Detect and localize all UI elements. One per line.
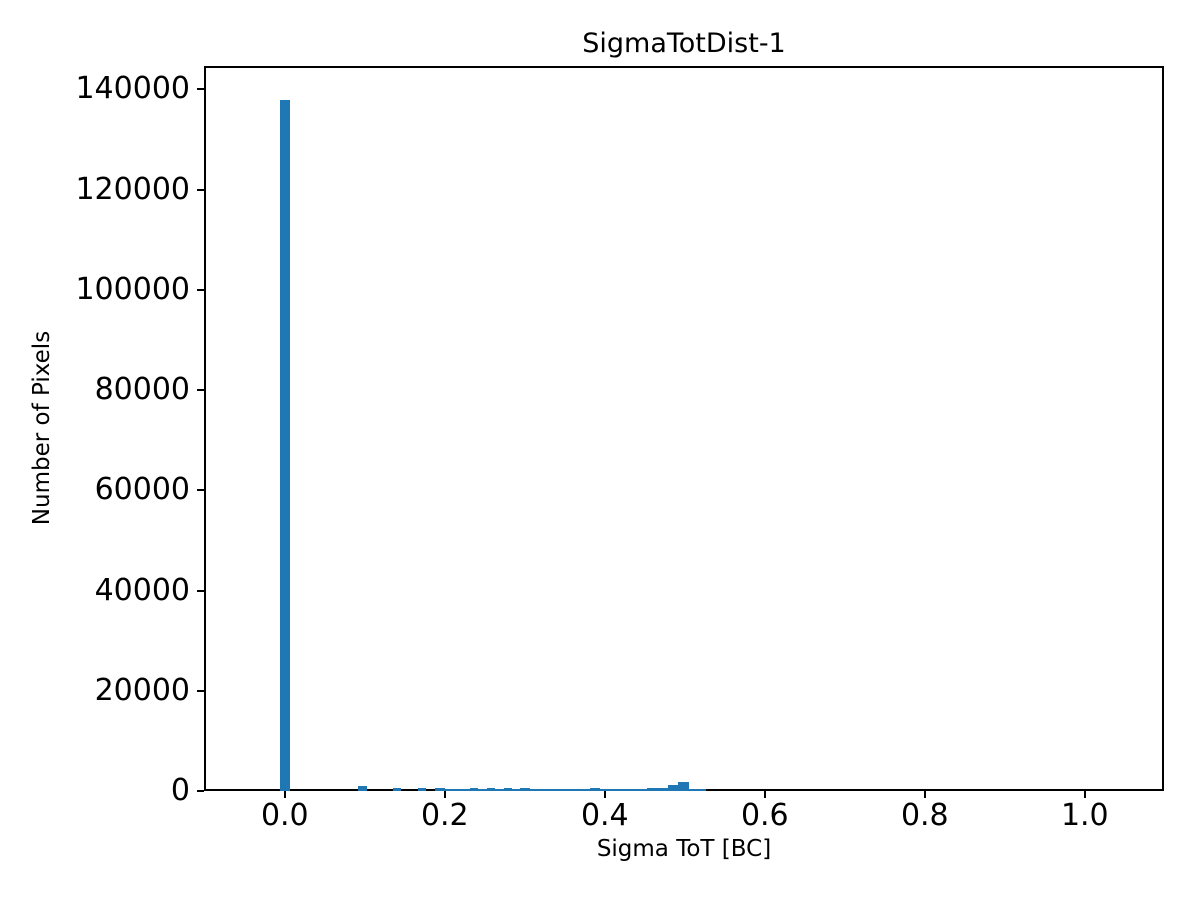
histogram-bar bbox=[530, 789, 591, 791]
y-tick-mark bbox=[197, 589, 204, 592]
y-tick-label: 140000 bbox=[75, 71, 190, 107]
x-tick-label: 0.0 bbox=[260, 798, 309, 833]
x-tick-mark bbox=[443, 791, 446, 798]
y-tick-mark bbox=[197, 288, 204, 291]
x-tick-mark bbox=[603, 791, 606, 798]
histogram-bar bbox=[444, 789, 471, 791]
histogram-bar bbox=[279, 100, 290, 791]
x-tick-mark bbox=[1083, 791, 1086, 798]
x-tick-label: 0.8 bbox=[900, 798, 949, 833]
histogram-bar bbox=[678, 781, 689, 791]
histogram-bar bbox=[618, 789, 648, 791]
y-tick-label: 100000 bbox=[75, 271, 190, 307]
x-tick-label: 1.0 bbox=[1060, 798, 1109, 833]
y-tick-mark bbox=[197, 389, 204, 392]
x-tick-label: 0.4 bbox=[580, 798, 629, 833]
y-axis-label: Number of Pixels bbox=[29, 330, 55, 526]
histogram-bar bbox=[647, 787, 668, 791]
x-axis-label: Sigma ToT [BC] bbox=[596, 836, 772, 862]
histogram-bar bbox=[478, 789, 488, 791]
histogram-bar bbox=[495, 789, 504, 791]
y-tick-mark bbox=[197, 88, 204, 91]
histogram-bar bbox=[418, 787, 427, 791]
histogram-bar bbox=[668, 785, 679, 791]
histogram-bar bbox=[590, 788, 600, 791]
x-tick-mark bbox=[283, 791, 286, 798]
x-tick-mark bbox=[923, 791, 926, 798]
y-tick-label: 0 bbox=[170, 773, 190, 808]
histogram-bar bbox=[435, 787, 445, 791]
y-tick-label: 80000 bbox=[94, 372, 190, 408]
chart-title: SigmaTotDist-1 bbox=[582, 28, 786, 59]
histogram-bar bbox=[470, 787, 479, 791]
x-tick-label: 0.6 bbox=[740, 798, 789, 833]
histogram-bar bbox=[688, 789, 706, 791]
y-tick-mark bbox=[197, 188, 204, 191]
histogram-bar bbox=[358, 786, 368, 791]
y-tick-mark bbox=[197, 790, 204, 792]
histogram-bar bbox=[608, 788, 619, 791]
plot-area bbox=[204, 66, 1164, 791]
y-tick-label: 20000 bbox=[94, 672, 190, 708]
histogram-bar bbox=[600, 789, 609, 791]
x-tick-mark bbox=[763, 791, 766, 798]
histogram-bar bbox=[392, 787, 401, 791]
x-tick-label: 0.2 bbox=[420, 798, 469, 833]
histogram-bar bbox=[512, 789, 520, 791]
y-tick-label: 60000 bbox=[94, 472, 190, 508]
y-tick-mark bbox=[197, 489, 204, 492]
y-tick-label: 120000 bbox=[75, 171, 190, 207]
histogram-bar bbox=[520, 787, 531, 791]
y-tick-mark bbox=[197, 689, 204, 692]
histogram-bar bbox=[504, 787, 512, 791]
y-tick-label: 40000 bbox=[94, 572, 190, 608]
histogram-bar bbox=[487, 787, 496, 791]
